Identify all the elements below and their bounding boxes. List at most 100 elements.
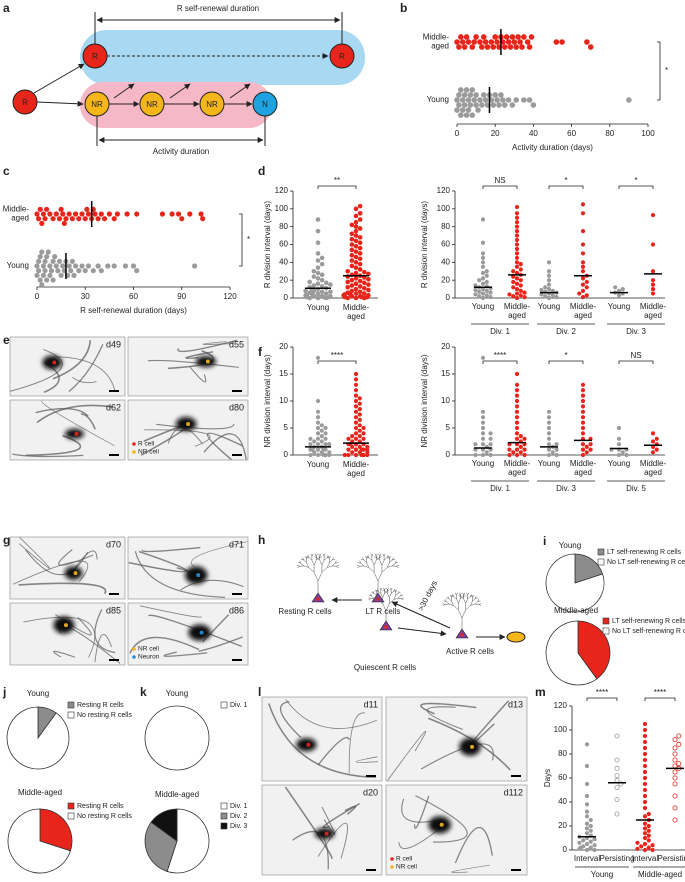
y-tick-label: 80 [279, 222, 288, 231]
dendrite [316, 557, 320, 561]
dot [345, 290, 351, 295]
category-label: Middle-aged [640, 459, 667, 477]
dendrite [470, 595, 473, 597]
micrograph [9, 399, 126, 461]
dot [642, 781, 648, 787]
dot [480, 452, 486, 458]
dot [642, 814, 648, 819]
process [156, 423, 235, 430]
dot [61, 220, 67, 226]
pie-slice [577, 620, 611, 680]
dot [584, 814, 590, 819]
dot [134, 268, 140, 274]
dot [480, 281, 486, 286]
cell-marker [74, 431, 79, 436]
dendrite [395, 566, 399, 568]
dot [319, 289, 325, 295]
dendrite [366, 556, 369, 559]
dot [480, 420, 486, 425]
significance-bracket [482, 360, 518, 364]
process [451, 864, 490, 873]
dot [40, 272, 47, 278]
arrow [397, 627, 447, 637]
dot [79, 263, 85, 269]
dot [672, 737, 678, 743]
dot [328, 289, 333, 295]
dot [50, 258, 56, 264]
process [198, 636, 243, 652]
dot [488, 452, 493, 458]
dendrite [360, 558, 364, 561]
dot [646, 833, 651, 838]
dot [514, 224, 520, 229]
process [134, 551, 225, 599]
dendrite [387, 565, 393, 568]
dot [584, 821, 590, 826]
dendrite [389, 593, 392, 598]
dendrite [393, 588, 395, 592]
dot [69, 216, 75, 222]
dot [47, 272, 53, 278]
dot [353, 219, 359, 225]
dot [319, 423, 324, 428]
dot [69, 258, 75, 264]
significance-label: **** [331, 351, 343, 360]
dot [521, 34, 527, 40]
dot [480, 240, 486, 245]
dot [616, 293, 622, 298]
dot [53, 263, 59, 269]
dot [323, 280, 329, 286]
dendrite [308, 567, 315, 573]
dot [522, 295, 527, 300]
dendrite [400, 593, 402, 597]
dot [353, 260, 359, 265]
dot [546, 425, 552, 431]
dot [642, 835, 648, 841]
pie-slice [7, 808, 71, 874]
dot [319, 428, 324, 433]
dot [357, 401, 362, 406]
dot [519, 44, 525, 50]
dot [353, 281, 359, 287]
dendrite [311, 553, 314, 557]
dot [488, 442, 493, 447]
dot [346, 452, 351, 458]
process [74, 550, 98, 569]
dot [463, 87, 470, 93]
category-label: Interval [574, 854, 600, 863]
dot [311, 274, 317, 279]
dot [357, 434, 362, 439]
dot [465, 97, 472, 103]
dot [614, 773, 620, 779]
legend-label: No LT self-renewing R cells [612, 628, 685, 635]
x-tick-label: 30 [81, 292, 90, 301]
process [94, 609, 116, 654]
dot [353, 431, 359, 436]
dot [366, 282, 371, 287]
dot [642, 745, 648, 751]
cell-marker [306, 742, 311, 747]
legend-dot [132, 647, 136, 651]
significance-bracket [317, 360, 357, 364]
dendrite [390, 587, 393, 591]
process [317, 736, 350, 766]
legend-label: Neuron [138, 654, 160, 661]
diagram-a: a R self-renewal duration Activity durat… [3, 1, 365, 156]
dot [159, 211, 166, 217]
dendrite [357, 565, 360, 567]
dot [315, 355, 321, 360]
dendrite [390, 591, 394, 594]
frame-label: d49 [106, 339, 121, 349]
legend-label: NR cell [138, 646, 160, 653]
dot [509, 102, 516, 108]
node-label: R [92, 52, 98, 61]
dot [616, 425, 622, 431]
process [24, 549, 89, 576]
dendrite [456, 598, 459, 604]
category-label: Middle-aged [343, 460, 370, 478]
dendrite [326, 562, 330, 568]
process [415, 795, 468, 843]
legend-swatch [597, 548, 605, 556]
dendrite [313, 560, 317, 566]
dot [353, 238, 359, 244]
